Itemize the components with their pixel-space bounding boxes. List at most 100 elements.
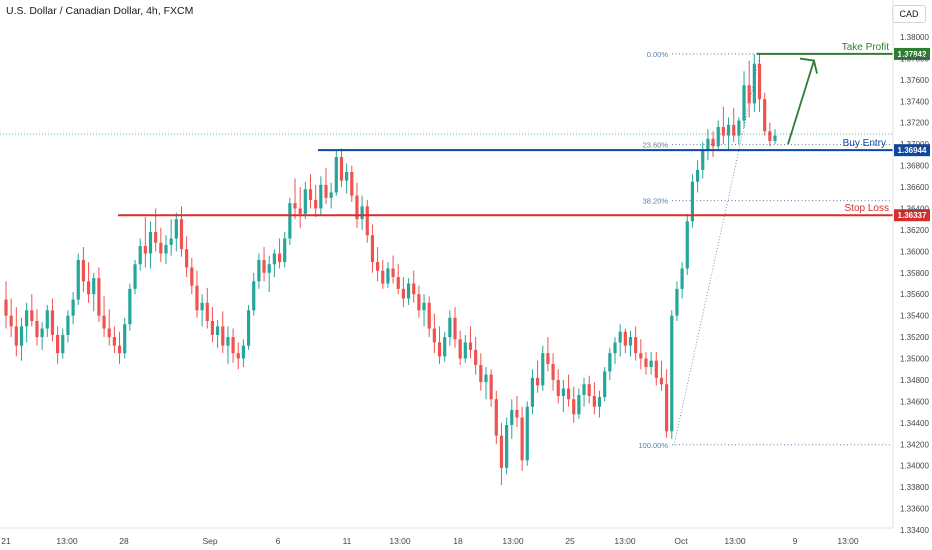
- price-tick-label: 1.36000: [900, 247, 929, 256]
- candle-body: [463, 342, 467, 359]
- candle-body: [185, 249, 189, 268]
- candle-body: [164, 244, 168, 254]
- time-axis[interactable]: 21 13:00 28 Sep 6 11 13:00 18 13:00 25 13:00 Oct 13:…: [0, 527, 893, 546]
- price-tick-label: 1.37800: [900, 54, 929, 63]
- fib-level-label: 0.00%: [647, 50, 669, 59]
- candle-body: [768, 131, 772, 141]
- candle-body: [737, 120, 741, 136]
- stop-loss-price-value: 1.36337: [898, 211, 927, 220]
- price-levels[interactable]: Take Profit 1.37842 Buy Entry 1.36944 Stop L…: [118, 42, 930, 222]
- candle-body: [582, 384, 586, 395]
- price-axis[interactable]: 1.38000 1.37800 1.37600 1.37400 1.37200 1.370…: [892, 0, 929, 535]
- price-tick-label: 1.35400: [900, 312, 929, 321]
- time-tick-label: 25: [565, 536, 575, 546]
- time-tick-label: 21: [1, 536, 11, 546]
- time-tick-label: 18: [453, 536, 463, 546]
- candle-body: [154, 232, 158, 243]
- candle-body: [515, 409, 519, 418]
- direction-arrow-shaft: [787, 60, 815, 145]
- candle-body: [432, 328, 436, 343]
- candle-body: [324, 184, 328, 198]
- candle-body: [757, 63, 762, 100]
- price-tick-label: 1.34000: [900, 462, 929, 471]
- candle-body: [169, 238, 173, 245]
- candle-body: [138, 245, 142, 265]
- candle-body: [19, 326, 24, 346]
- candle-body: [556, 379, 560, 397]
- candle-body: [190, 267, 194, 286]
- candle-body: [117, 345, 122, 354]
- candle-body: [14, 326, 18, 346]
- price-tick-label: 1.33800: [900, 483, 929, 492]
- candle-body: [670, 315, 674, 432]
- candle-body: [742, 85, 746, 121]
- candle-body: [76, 259, 80, 300]
- candle-body: [695, 169, 700, 182]
- candle-body: [525, 406, 529, 461]
- candle-body: [200, 302, 204, 311]
- candle-body: [721, 127, 725, 136]
- candle-body: [752, 63, 756, 104]
- price-tick-label: 1.37000: [900, 140, 929, 149]
- candle-body: [489, 374, 493, 400]
- candle-body: [241, 345, 246, 359]
- candle-body: [319, 184, 323, 209]
- candle-body: [494, 399, 498, 436]
- candle-body: [308, 189, 313, 200]
- candle-body: [639, 353, 643, 359]
- candle-body: [551, 363, 555, 380]
- price-tick-label: 1.37400: [900, 97, 929, 106]
- price-tick-label: 1.34200: [900, 440, 929, 449]
- candle-body: [195, 285, 199, 311]
- candle-body: [561, 388, 565, 397]
- time-tick-label: 13:00: [837, 536, 859, 546]
- candle-body: [484, 374, 488, 383]
- candle-body: [773, 135, 777, 141]
- candle-body: [365, 206, 369, 236]
- time-tick-label: Oct: [674, 536, 688, 546]
- candle-body: [81, 259, 86, 282]
- candle-body: [675, 288, 679, 316]
- candle-body: [293, 203, 297, 209]
- candle-body: [45, 310, 49, 329]
- candle-body: [143, 245, 147, 254]
- price-tick-label: 1.35800: [900, 269, 929, 278]
- candle-body: [226, 337, 230, 346]
- fib-level-label: 100.00%: [638, 441, 668, 450]
- take-profit-label: Take Profit: [842, 42, 889, 53]
- price-tick-label: 1.34800: [900, 376, 929, 385]
- candle-body: [618, 331, 622, 343]
- candle-body: [644, 358, 648, 368]
- fibonacci-retracement[interactable]: 0.00% 23.60% 38.20% 100.00%: [638, 50, 893, 450]
- candle-body: [649, 360, 653, 368]
- candle-body: [236, 353, 240, 359]
- candle-body: [443, 337, 447, 357]
- candle-body: [375, 262, 380, 271]
- candle-body: [123, 324, 127, 354]
- candle-body: [520, 417, 524, 461]
- stop-loss-label: Stop Loss: [845, 203, 889, 214]
- candle-body: [396, 277, 400, 289]
- candle-body: [391, 268, 395, 278]
- candle-body: [628, 337, 633, 346]
- time-tick-label: 9: [793, 536, 798, 546]
- candle-body: [107, 328, 111, 338]
- candle-body: [179, 219, 184, 250]
- take-profit-price-tag[interactable]: [894, 47, 930, 60]
- candle-body: [92, 278, 96, 295]
- candle-body: [257, 259, 261, 282]
- candle-body: [654, 360, 658, 378]
- candle-body: [159, 242, 163, 254]
- candle-body: [303, 189, 307, 214]
- candle-body: [277, 253, 282, 263]
- stop-loss-price-tag[interactable]: [894, 209, 930, 222]
- candle-body: [148, 232, 153, 254]
- candle-body: [381, 270, 385, 284]
- buy-entry-price-tag[interactable]: [894, 144, 930, 157]
- price-tick-label: 1.37200: [900, 119, 929, 128]
- candle-body: [458, 339, 462, 359]
- candle-body: [747, 85, 751, 104]
- candle-body: [453, 317, 457, 340]
- take-profit-price-value: 1.37842: [898, 50, 927, 59]
